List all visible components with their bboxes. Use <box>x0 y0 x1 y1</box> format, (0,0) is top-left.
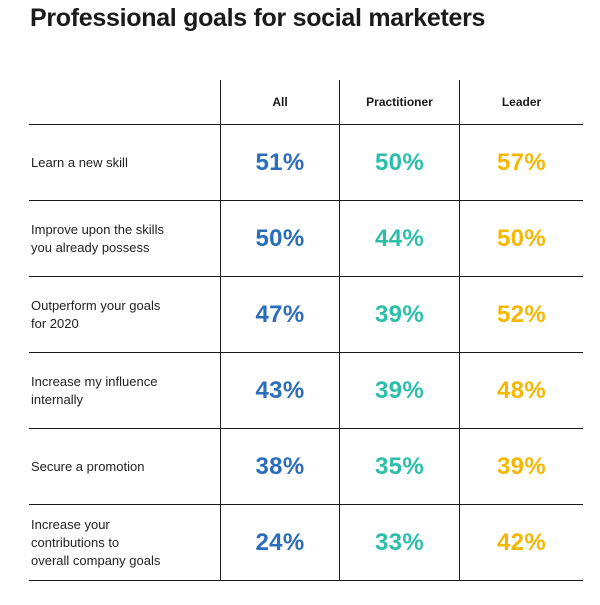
table-row: Increase my influence internally 43% 39% 48% <box>29 353 583 429</box>
value-leader: 52% <box>459 277 583 352</box>
value-practitioner: 33% <box>339 505 459 580</box>
table-row: Learn a new skill 51% 50% 57% <box>29 125 583 201</box>
row-label-text: Increase your contributions to overall com… <box>31 516 160 570</box>
row-label-text: Outperform your goals for 2020 <box>31 297 160 333</box>
row-label: Improve upon the skills you already posse… <box>29 201 220 276</box>
row-label-line: overall company goals <box>31 552 161 568</box>
value-all: 47% <box>220 277 339 352</box>
row-label-line: Increase your <box>31 516 110 532</box>
row-label: Secure a promotion <box>29 429 220 504</box>
value-leader: 39% <box>459 429 583 504</box>
table-row: Improve upon the skills you already posse… <box>29 201 583 277</box>
row-label: Outperform your goals for 2020 <box>29 277 220 352</box>
table-header-row: All Practitioner Leader <box>29 80 583 125</box>
column-header-practitioner: Practitioner <box>339 80 459 124</box>
value-all: 50% <box>220 201 339 276</box>
value-practitioner: 44% <box>339 201 459 276</box>
table-row: Increase your contributions to overall com… <box>29 505 583 581</box>
row-label: Learn a new skill <box>29 125 220 200</box>
value-leader: 50% <box>459 201 583 276</box>
table-body: Learn a new skill 51% 50% 57% Improve upon t… <box>29 125 583 581</box>
table-row: Secure a promotion 38% 35% 39% <box>29 429 583 505</box>
value-practitioner: 50% <box>339 125 459 200</box>
row-label-text: Increase my influence internally <box>31 373 157 409</box>
row-label-line: Improve upon the skills <box>31 221 164 237</box>
row-label-text: Learn a new skill <box>31 154 128 172</box>
row-label-line: Increase my influence <box>31 373 158 389</box>
row-label-line: Learn a new skill <box>31 154 128 170</box>
value-all: 43% <box>220 353 339 428</box>
row-label-text: Improve upon the skills you already posse… <box>31 221 164 257</box>
page-title: Professional goals for social marketers <box>30 4 486 32</box>
value-all: 24% <box>220 505 339 580</box>
row-label-line: for 2020 <box>31 315 79 331</box>
column-header-all: All <box>220 80 339 124</box>
column-header-leader: Leader <box>459 80 583 124</box>
row-label-line: Outperform your goals <box>31 297 161 313</box>
table-row: Outperform your goals for 2020 47% 39% 52% <box>29 277 583 353</box>
value-all: 51% <box>220 125 339 200</box>
row-label: Increase my influence internally <box>29 353 220 428</box>
goals-table: All Practitioner Leader Learn a new skil… <box>29 80 583 581</box>
value-practitioner: 39% <box>339 277 459 352</box>
value-practitioner: 35% <box>339 429 459 504</box>
row-label-line: contributions to <box>31 534 120 550</box>
row-label-line: Secure a promotion <box>31 458 145 474</box>
row-label-line: internally <box>31 391 84 407</box>
value-practitioner: 39% <box>339 353 459 428</box>
row-label-text: Secure a promotion <box>31 458 144 476</box>
row-label: Increase your contributions to overall com… <box>29 505 220 580</box>
header-blank-cell <box>29 80 220 124</box>
value-leader: 57% <box>459 125 583 200</box>
value-all: 38% <box>220 429 339 504</box>
row-label-line: you already possess <box>31 239 150 255</box>
value-leader: 42% <box>459 505 583 580</box>
value-leader: 48% <box>459 353 583 428</box>
